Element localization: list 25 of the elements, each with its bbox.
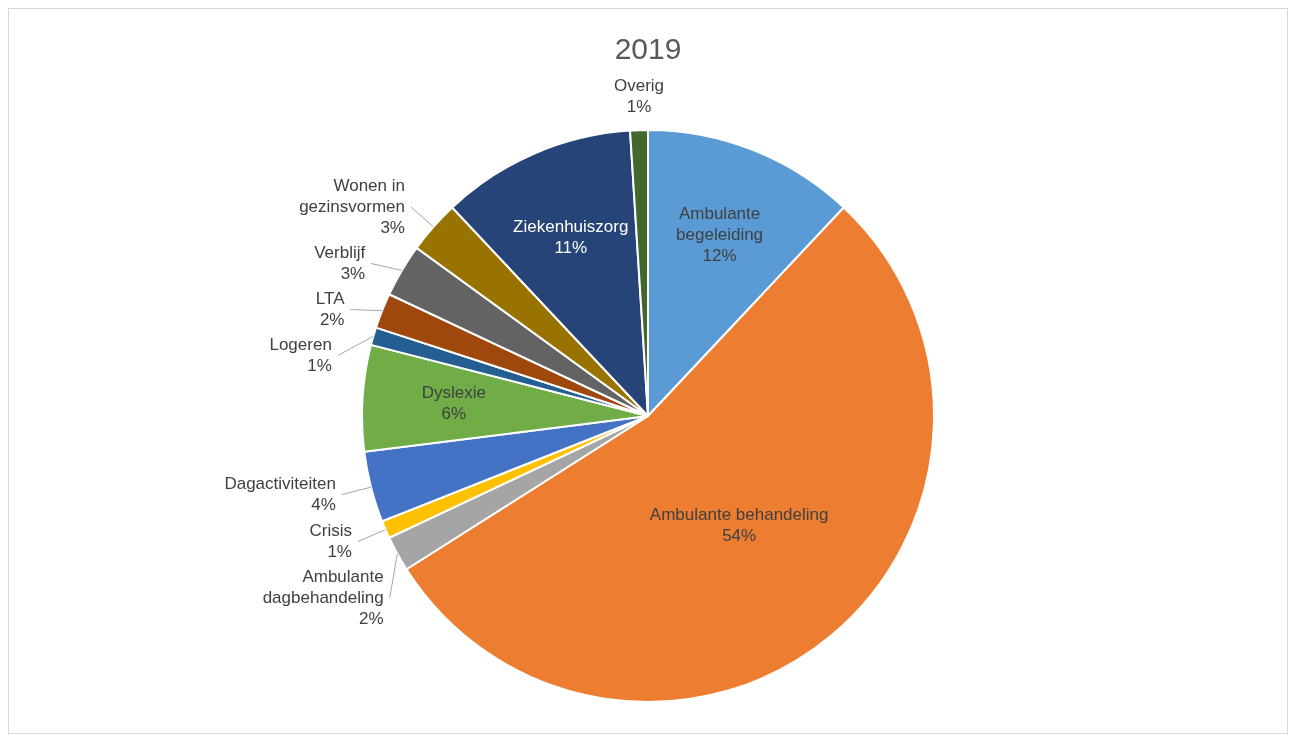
data-label: 12% [702,245,737,265]
slice-label: Ambulante begeleiding [676,203,764,244]
slice-label: Ambulante dagbehandeling [262,566,384,607]
data-label: 11% [554,237,588,257]
data-label: 3% [340,263,366,283]
data-label: 4% [311,494,336,514]
data-label: 1% [327,541,352,561]
data-label: 3% [380,217,405,237]
slice-label: Verblijf [314,242,366,262]
slice-label: Dagactiviteiten [224,473,336,493]
slice-label: Ambulante behandeling [649,505,829,525]
slice-label: Ziekenhuiszorg [513,216,629,236]
data-label: 54% [722,526,757,546]
slice-label: Overig [613,76,665,96]
data-label: 1% [626,97,652,117]
data-label: 2% [319,309,345,329]
data-label: 1% [307,355,332,375]
slice-label: Crisis [309,520,352,540]
chart-title: 2019 [614,32,682,66]
slice-label: LTA [315,288,346,308]
data-label: 6% [441,403,467,423]
slice-label: Dyslexie [421,382,487,402]
data-label: 2% [359,608,384,628]
slice-label: Logeren [269,334,332,354]
slice-label: Wonen in gezinsvormen [299,175,405,216]
